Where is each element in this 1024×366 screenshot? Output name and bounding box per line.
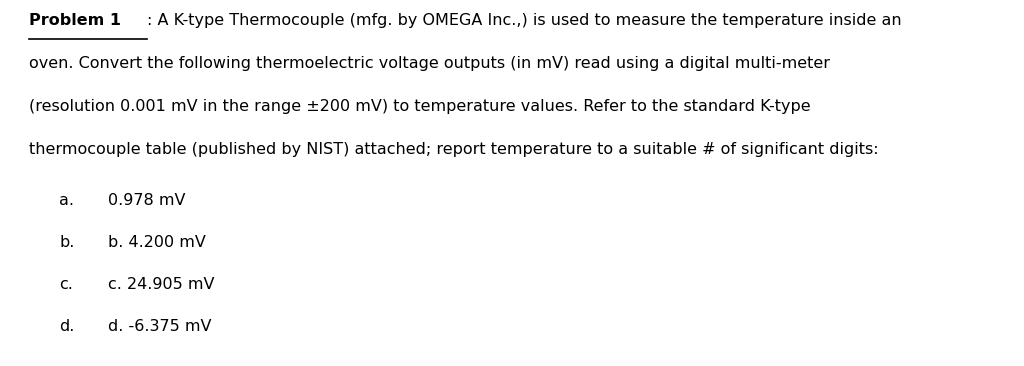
Text: d.: d. — [59, 319, 75, 334]
Text: a.: a. — [59, 193, 75, 208]
Text: c. 24.905 mV: c. 24.905 mV — [108, 277, 214, 292]
Text: Problem 1: Problem 1 — [29, 13, 121, 28]
Text: b. 4.200 mV: b. 4.200 mV — [108, 235, 206, 250]
Text: oven. Convert the following thermoelectric voltage outputs (in mV) read using a : oven. Convert the following thermoelectr… — [29, 56, 829, 71]
Text: b.: b. — [59, 235, 75, 250]
Text: : A K-type Thermocouple (mfg. by OMEGA Inc.,) is used to measure the temperature: : A K-type Thermocouple (mfg. by OMEGA I… — [147, 13, 902, 28]
Text: (resolution 0.001 mV in the range ±200 mV) to temperature values. Refer to the s: (resolution 0.001 mV in the range ±200 m… — [29, 99, 810, 114]
Text: thermocouple table (published by NIST) attached; report temperature to a suitabl: thermocouple table (published by NIST) a… — [29, 142, 879, 157]
Text: d. -6.375 mV: d. -6.375 mV — [108, 319, 211, 334]
Text: 0.978 mV: 0.978 mV — [108, 193, 185, 208]
Text: c.: c. — [59, 277, 74, 292]
